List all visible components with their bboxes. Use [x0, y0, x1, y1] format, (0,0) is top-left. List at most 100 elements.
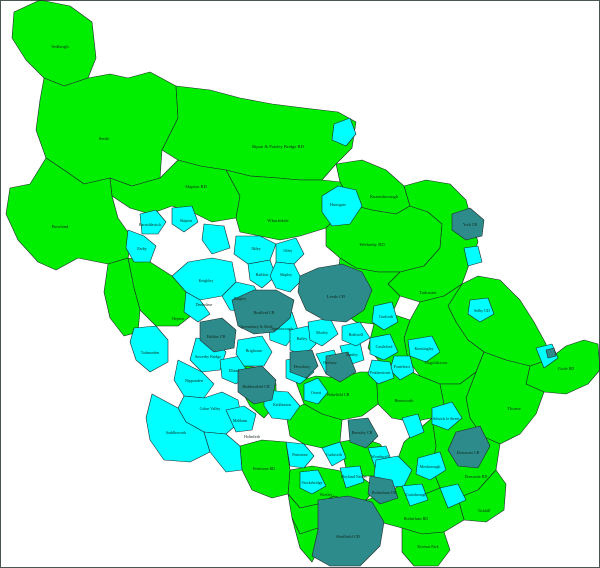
- label-sheffield-cb: Sheffield CB: [336, 534, 360, 539]
- region-sheffield-cb[interactable]: [311, 495, 385, 567]
- label-stanley: Stanley: [346, 352, 358, 357]
- label-hemsworth: Hemsworth: [395, 398, 414, 403]
- region-barnoldswick[interactable]: [139, 209, 167, 235]
- region-settle[interactable]: [35, 71, 179, 187]
- region-bentley[interactable]: [439, 483, 467, 509]
- region-bradford-cb[interactable]: [231, 289, 295, 335]
- region-tadcaster-town[interactable]: [463, 245, 483, 267]
- region-shipley[interactable]: [269, 261, 303, 293]
- region-darfield[interactable]: [401, 413, 425, 439]
- region-holmfirth[interactable]: [203, 431, 243, 473]
- region-doncaster-cb[interactable]: [447, 425, 491, 469]
- region-todmorden[interactable]: [129, 325, 169, 373]
- label-leeds-cb: Leeds CB: [327, 294, 345, 299]
- region-featherstone[interactable]: [367, 359, 395, 385]
- region-brighouse[interactable]: [235, 335, 273, 367]
- region-leeds-cb[interactable]: [297, 263, 373, 323]
- region-harrogate[interactable]: [321, 185, 363, 227]
- region-meltham[interactable]: [225, 405, 257, 433]
- region-adwick[interactable]: [431, 401, 463, 431]
- label-horbury: Horbury: [323, 360, 337, 365]
- region-knottingley[interactable]: [407, 335, 441, 363]
- label-otley: Otley: [284, 248, 293, 253]
- region-baildon[interactable]: [247, 259, 277, 289]
- label-tickhill: Tickhill: [478, 508, 491, 513]
- label-kiveton: Kiveton Park: [417, 544, 438, 549]
- label-wetherby-rd: Wetherby RD: [359, 242, 385, 247]
- label-halifax-cb: Halifax CB: [207, 334, 226, 339]
- region-saddleworth[interactable]: [145, 393, 211, 463]
- label-doncaster-cb: Doncaster CB: [457, 450, 480, 455]
- region-denholme[interactable]: [183, 291, 211, 323]
- region-ripon-city[interactable]: [331, 117, 357, 147]
- district-labels: Sedbergh Settle Ripon & Pateley Bridge R…: [51, 44, 574, 549]
- label-earby: Earby: [137, 246, 147, 251]
- label-penistone: Penistone: [292, 452, 308, 457]
- label-mexborough: Mexborough: [420, 464, 441, 469]
- region-huddersfield-cb[interactable]: [237, 365, 277, 405]
- label-castleford: Castleford: [376, 344, 393, 349]
- label-bowland: Bowland: [52, 224, 69, 229]
- label-wortley: Wortley: [320, 492, 333, 497]
- label-hoyland: Hoyland Nether: [341, 474, 367, 479]
- label-baildon: Baildon: [256, 272, 269, 277]
- region-conisbrough[interactable]: [401, 483, 429, 507]
- region-skipton[interactable]: [171, 205, 199, 233]
- label-spenborough: Spenborough: [271, 326, 292, 331]
- label-conisbrough: Conisbrough: [406, 492, 427, 497]
- region-earby[interactable]: [125, 229, 157, 263]
- region-skipton-east[interactable]: [201, 223, 231, 255]
- label-denholme: Denholme: [196, 302, 213, 307]
- label-batley: Batley: [297, 336, 307, 341]
- region-tickhill[interactable]: [457, 469, 507, 523]
- teal-regions: [199, 207, 557, 567]
- region-halifax-cb[interactable]: [199, 317, 237, 353]
- label-skipton: Skipton: [180, 218, 192, 223]
- region-garforth[interactable]: [371, 301, 399, 331]
- label-todmorden: Todmorden: [141, 350, 159, 355]
- region-hoyland[interactable]: [339, 465, 365, 489]
- region-york-cb[interactable]: [451, 207, 485, 241]
- label-hepton: Hepton: [172, 316, 184, 321]
- region-dewsbury-cb[interactable]: [289, 349, 319, 379]
- region-cudworth[interactable]: [321, 441, 347, 467]
- region-penistone[interactable]: [285, 441, 315, 469]
- region-selby-ud[interactable]: [467, 297, 495, 323]
- region-castleford[interactable]: [369, 333, 399, 361]
- label-ossett: Ossett: [311, 390, 322, 395]
- label-skipton-rd: Skipton RD: [185, 184, 208, 189]
- label-stocksbridge: Stocksbridge: [302, 480, 323, 485]
- label-ilkley: Ilkley: [251, 246, 260, 251]
- region-goole-marker[interactable]: [545, 347, 557, 359]
- label-rothwell: Rothwell: [349, 332, 365, 337]
- region-barnsley-cb[interactable]: [347, 417, 379, 449]
- region-kirkburton[interactable]: [263, 389, 301, 421]
- region-ossett[interactable]: [303, 377, 329, 405]
- label-shipley: Shipley: [280, 272, 292, 277]
- label-ripon-pateley: Ripon & Pateley Bridge RD: [252, 144, 304, 149]
- region-mexborough[interactable]: [415, 451, 447, 481]
- label-sedbergh: Sedbergh: [51, 44, 69, 49]
- label-rotherham-cb: Rotherham CB: [372, 490, 396, 495]
- label-osgoldcross: Osgoldcross: [425, 360, 448, 365]
- region-rothwell[interactable]: [341, 321, 371, 347]
- label-knaresborough: Knaresborough: [370, 194, 399, 199]
- label-wharfedale: Wharfedale: [267, 218, 288, 223]
- label-meltham: Meltham: [233, 418, 248, 423]
- label-kirkburton: Kirkburton: [273, 402, 291, 407]
- label-queensbury: Queensbury & Shelf: [240, 324, 274, 329]
- label-morley: Morley: [316, 330, 328, 335]
- label-brighouse: Brighouse: [246, 348, 263, 353]
- label-pontefract: Pontefract: [394, 364, 411, 369]
- label-thorne: Thorne: [507, 406, 520, 411]
- region-wakefield-cb[interactable]: [325, 351, 357, 383]
- label-ripponden: Ripponden: [185, 378, 203, 383]
- label-garforth: Garforth: [379, 314, 393, 319]
- label-york-cb: York CB: [463, 222, 477, 227]
- region-rotherham-cb[interactable]: [367, 475, 399, 505]
- region-kiveton[interactable]: [401, 527, 451, 567]
- region-otley[interactable]: [275, 237, 305, 265]
- region-sedbergh[interactable]: [11, 0, 97, 87]
- label-barnsley-cb: Barnsley CB: [352, 430, 373, 435]
- region-stocksbridge[interactable]: [299, 469, 327, 495]
